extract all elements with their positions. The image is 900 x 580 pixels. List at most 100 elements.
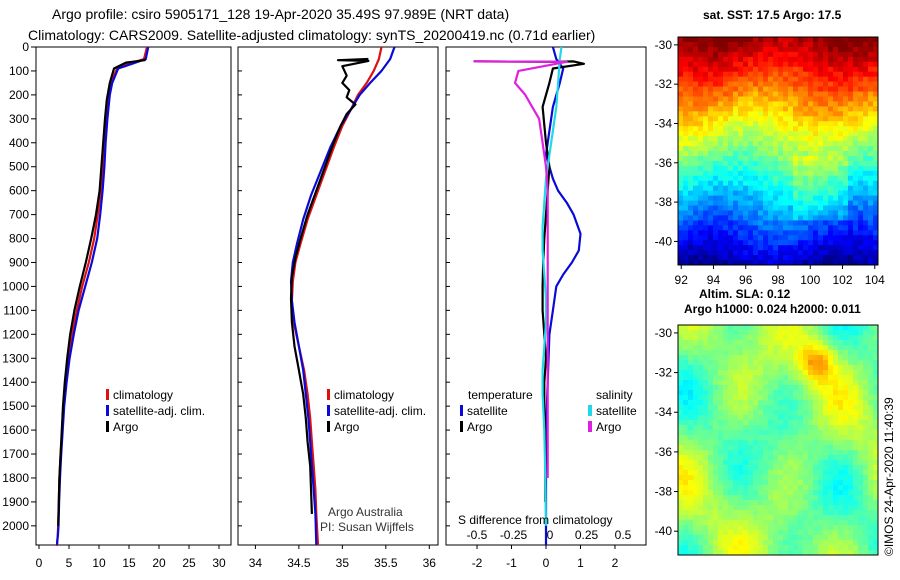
heatmap-cell xyxy=(833,126,839,132)
heatmap-cell xyxy=(783,180,789,187)
heatmap-cell xyxy=(738,91,744,97)
heatmap-cell xyxy=(833,365,839,371)
heatmap-cell xyxy=(698,420,704,426)
heatmap-cell xyxy=(848,230,854,236)
heatmap-cell xyxy=(788,445,794,451)
heatmap-cell xyxy=(728,136,734,142)
heatmap-cell xyxy=(823,61,829,68)
heatmap-cell xyxy=(748,355,754,361)
heatmap-cell xyxy=(793,131,799,137)
heatmap-cell xyxy=(748,445,754,451)
heatmap-cell xyxy=(858,255,864,261)
heatmap-cell xyxy=(703,91,709,97)
heatmap-cell xyxy=(863,390,869,396)
heatmap-cell xyxy=(873,395,879,401)
heatmap-cell xyxy=(693,81,699,87)
heatmap-cell xyxy=(708,380,714,386)
heatmap-cell xyxy=(848,41,854,48)
heatmap-cell xyxy=(783,96,789,102)
heatmap-cell xyxy=(693,71,699,78)
heatmap-cell xyxy=(713,76,719,83)
heatmap-cell xyxy=(748,540,754,546)
heatmap-cell xyxy=(708,106,714,112)
heatmap-cell xyxy=(723,126,729,132)
heatmap-cell xyxy=(783,355,789,361)
heatmap-cell xyxy=(703,175,709,182)
heatmap-cell xyxy=(773,385,779,391)
heatmap-cell xyxy=(818,400,824,406)
heatmap-cell xyxy=(693,56,699,63)
heatmap-cell xyxy=(803,365,809,371)
heatmap-cell xyxy=(728,330,734,336)
heatmap-cell xyxy=(828,190,834,197)
heatmap-cell xyxy=(808,520,814,526)
heatmap-cell xyxy=(683,56,689,63)
heatmap-cell xyxy=(678,475,684,481)
heatmap-cell xyxy=(733,86,739,92)
heatmap-cell xyxy=(828,250,834,256)
heatmap-cell xyxy=(863,415,869,421)
heatmap-cell xyxy=(748,420,754,426)
heatmap-cell xyxy=(773,545,779,551)
heatmap-cell xyxy=(718,76,724,83)
heatmap-cell xyxy=(863,220,869,226)
heatmap-cell xyxy=(703,116,709,122)
heatmap-cell xyxy=(873,151,879,157)
heatmap-cell xyxy=(683,121,689,127)
heatmap-cell xyxy=(788,425,794,431)
heatmap-cell xyxy=(708,41,714,48)
heatmap-cell xyxy=(728,420,734,426)
heatmap-cell xyxy=(793,490,799,496)
heatmap-cell xyxy=(748,495,754,501)
heatmap-cell xyxy=(753,136,759,142)
heatmap-cell xyxy=(798,445,804,451)
heatmap-cell xyxy=(863,160,869,167)
heatmap-cell xyxy=(708,375,714,381)
heatmap-cell xyxy=(843,465,849,471)
heatmap-cell xyxy=(773,395,779,401)
heatmap-cell xyxy=(708,126,714,132)
heatmap-cell xyxy=(703,141,709,147)
heatmap-cell xyxy=(843,490,849,496)
series-line-satellite-adj-clim- xyxy=(289,46,396,546)
heatmap-cell xyxy=(743,425,749,431)
heatmap-cell xyxy=(683,235,689,241)
heatmap-cell xyxy=(813,175,819,182)
heatmap-cell xyxy=(793,510,799,516)
heatmap-cell xyxy=(743,151,749,157)
heatmap-cell xyxy=(788,185,794,192)
heatmap-cell xyxy=(758,475,764,481)
heatmap-cell xyxy=(738,515,744,521)
heatmap-cell xyxy=(803,335,809,341)
series-line-satellite-adj-clim- xyxy=(55,46,150,546)
heatmap-cell xyxy=(823,41,829,48)
heatmap-cell xyxy=(708,37,714,43)
heatmap-cell xyxy=(823,540,829,546)
heatmap-cell xyxy=(788,400,794,406)
heatmap-cell xyxy=(713,435,719,441)
heatmap-cell xyxy=(683,51,689,58)
lat-tick-label: -34 xyxy=(655,405,673,419)
heatmap-cell xyxy=(678,435,684,441)
heatmap-cell xyxy=(858,46,864,53)
heatmap-cell xyxy=(768,260,774,266)
heatmap-cell xyxy=(868,380,874,386)
heatmap-cell xyxy=(758,520,764,526)
heatmap-cell xyxy=(723,151,729,157)
heatmap-cell xyxy=(778,91,784,97)
heatmap-cell xyxy=(843,121,849,127)
heatmap-cell xyxy=(693,61,699,68)
heatmap-cell xyxy=(733,81,739,87)
heatmap-cell xyxy=(783,500,789,506)
heatmap-cell xyxy=(783,520,789,526)
heatmap-cell xyxy=(753,355,759,361)
heatmap-cell xyxy=(703,205,709,211)
heatmap-cell xyxy=(683,525,689,531)
heatmap-cell xyxy=(718,61,724,68)
heatmap-cell xyxy=(758,450,764,456)
heatmap-cell xyxy=(873,360,879,366)
heatmap-cell xyxy=(758,260,764,266)
heatmap-cell xyxy=(748,365,754,371)
heatmap-cell xyxy=(708,260,714,266)
heatmap-cell xyxy=(833,495,839,501)
